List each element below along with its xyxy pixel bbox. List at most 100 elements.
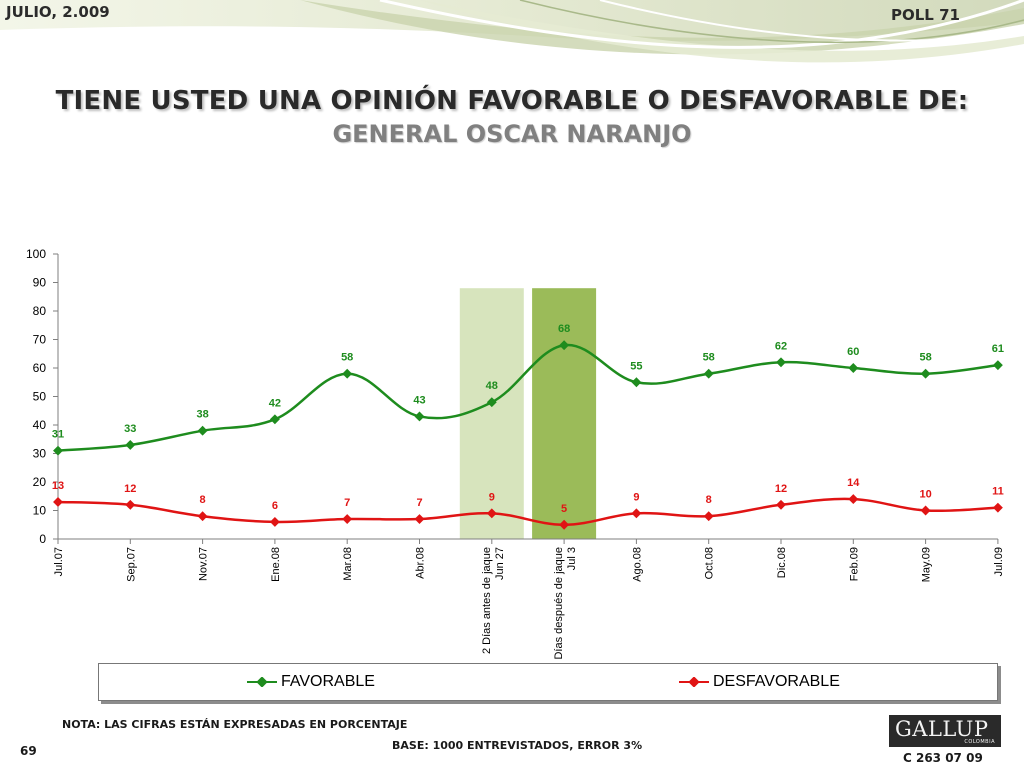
x-tick-label: Dic.08 <box>776 547 788 578</box>
data-label: 58 <box>919 352 931 364</box>
data-label: 43 <box>413 394 425 406</box>
data-point <box>776 357 786 368</box>
data-point <box>414 514 425 524</box>
legend-label-desfavorable: DESFAVORABLE <box>713 673 840 690</box>
highlight-band-1 <box>532 288 597 539</box>
data-label: 55 <box>630 360 642 372</box>
data-label: 48 <box>486 380 498 392</box>
data-label: 6 <box>272 500 278 512</box>
data-point <box>776 499 786 510</box>
data-label: 13 <box>52 480 64 492</box>
data-point <box>559 340 570 351</box>
footnote: NOTA: LAS CIFRAS ESTÁN EXPRESADAS EN POR… <box>62 718 408 731</box>
data-label: 31 <box>52 429 64 441</box>
series-line-favorable <box>57 343 999 452</box>
y-tick-label: 100 <box>26 247 46 261</box>
data-point <box>848 363 859 373</box>
logo-text: GALLUP <box>895 717 989 741</box>
data-label: 8 <box>706 494 712 506</box>
x-tick-label: Ene.08 <box>270 547 282 582</box>
x-tick-label: Abr.08 <box>415 547 427 579</box>
series-line-desfavorable <box>57 497 998 527</box>
data-label: 60 <box>847 346 859 358</box>
y-tick-label: 60 <box>33 361 47 375</box>
line-chart: 0 10 20 30 40 50 60 70 80 90 100 Jul.07 Sep.07 Nov.07… <box>26 247 1005 660</box>
legend-item-favorable: FAVORABLE <box>247 673 375 691</box>
data-label: 9 <box>633 491 639 503</box>
data-point <box>125 499 136 510</box>
data-point <box>53 445 63 456</box>
data-point <box>703 368 714 379</box>
data-label: 12 <box>775 483 787 495</box>
y-tick-label: 40 <box>33 418 47 432</box>
data-label: 58 <box>703 352 715 364</box>
data-label: 14 <box>847 477 860 489</box>
gallup-logo: GALLUP COLOMBIA <box>889 715 1001 747</box>
data-label: 68 <box>558 323 570 335</box>
data-point <box>342 368 353 379</box>
data-point <box>703 511 714 522</box>
y-tick-label: 50 <box>33 390 47 404</box>
data-point <box>486 397 497 408</box>
data-label: 61 <box>992 343 1004 355</box>
y-tick-label: 90 <box>33 276 47 290</box>
data-label: 9 <box>489 491 495 503</box>
data-label: 58 <box>341 352 353 364</box>
legend-label-favorable: FAVORABLE <box>281 673 375 690</box>
data-point <box>992 502 1003 513</box>
data-point <box>920 368 931 379</box>
y-tick-label: 0 <box>39 532 46 546</box>
x-tick-label: 2 Días después de jaqueJul 3 <box>553 547 578 660</box>
data-point <box>197 425 208 436</box>
x-tick-label: 2 Días antes de jaqueJun 27 <box>481 547 506 654</box>
x-tick-label: Jul.09 <box>993 547 1005 576</box>
data-point <box>342 514 353 524</box>
data-label: 7 <box>344 497 350 509</box>
data-label: 5 <box>561 503 567 515</box>
data-label: 33 <box>124 423 136 435</box>
desfavorable-marker-icon <box>679 676 709 688</box>
page-number: 69 <box>20 744 37 758</box>
x-tick-label: Ago.08 <box>631 547 643 582</box>
data-label: 7 <box>416 497 422 509</box>
chart-subtitle: GENERAL OSCAR NARANJO <box>332 120 692 148</box>
legend-item-desfavorable: DESFAVORABLE <box>679 673 840 691</box>
x-tick-label: Jul.07 <box>53 547 65 576</box>
data-point <box>269 414 280 425</box>
header-date: JULIO, 2.009 <box>6 3 110 21</box>
data-point <box>920 505 931 516</box>
chart-legend: FAVORABLE DESFAVORABLE <box>98 663 998 701</box>
logo-subtext: COLOMBIA <box>964 739 995 745</box>
data-point <box>414 411 425 422</box>
data-label: 62 <box>775 340 787 352</box>
y-tick-label: 10 <box>33 504 47 518</box>
highlight-band-0 <box>459 288 524 539</box>
data-point <box>992 360 1003 371</box>
header-background <box>0 0 1024 63</box>
data-point <box>848 494 859 505</box>
data-label: 38 <box>196 409 208 421</box>
chart-title: TIENE USTED UNA OPINIÓN FAVORABLE O DESF… <box>55 86 969 116</box>
x-tick-label: Sep.07 <box>125 547 137 582</box>
data-point <box>631 508 642 519</box>
data-label: 8 <box>200 494 206 506</box>
data-label: 12 <box>124 483 136 495</box>
x-tick-label: Nov.07 <box>198 547 210 581</box>
data-point <box>269 516 280 527</box>
data-label: 42 <box>269 397 281 409</box>
x-tick-label: Feb.09 <box>848 547 860 581</box>
data-point <box>125 440 136 450</box>
y-tick-label: 30 <box>33 447 47 461</box>
x-tick-label: May.09 <box>921 547 933 582</box>
x-tick-label: Oct.08 <box>704 547 716 579</box>
data-label: 10 <box>919 489 931 501</box>
y-tick-label: 70 <box>33 333 47 347</box>
data-point <box>631 377 642 388</box>
data-point <box>197 511 208 522</box>
y-tick-label: 20 <box>33 475 47 489</box>
report-code: C 263 07 09 <box>903 751 983 765</box>
x-tick-label: Mar.08 <box>342 547 354 581</box>
data-point <box>559 519 570 530</box>
data-point <box>53 497 63 507</box>
y-tick-label: 80 <box>33 304 47 318</box>
